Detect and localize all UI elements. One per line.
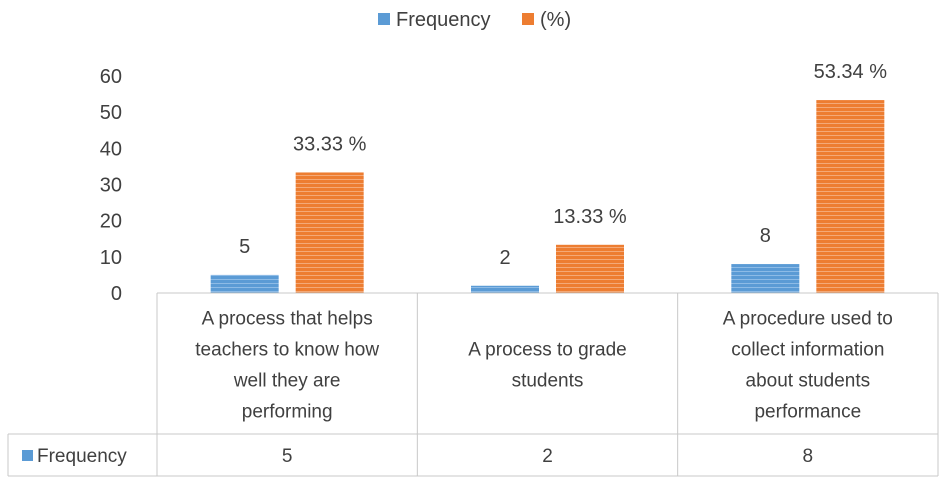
table-value: 2: [542, 446, 553, 467]
y-tick-label: 60: [100, 66, 122, 88]
data-table-grid: [7, 292, 939, 477]
legend-label-frequency: Frequency: [396, 9, 491, 31]
table-value: 8: [803, 446, 814, 467]
bar-frequency: [731, 264, 800, 293]
bar-frequency: [471, 285, 539, 293]
legend-swatch-frequency: [378, 13, 390, 25]
bar-percent: [816, 100, 885, 293]
category-label: A procedure used to collect information ab…: [723, 309, 893, 423]
data-label: 33.33 %: [293, 133, 367, 155]
table-value: 5: [282, 446, 293, 467]
data-label: 2: [499, 247, 510, 269]
y-tick-label: 0: [111, 283, 122, 305]
bar-percent: [556, 244, 624, 293]
y-tick-label: 10: [100, 247, 122, 269]
table-legend-swatch: [22, 450, 33, 461]
data-labels: 5 2 8 33.33 % 13.33 % 53.34 %: [239, 61, 887, 269]
data-label: 13.33 %: [553, 206, 627, 228]
data-table-row: Frequency: [22, 446, 127, 467]
bars: [210, 100, 885, 293]
legend-swatch-percent: [522, 13, 534, 25]
y-tick-label: 40: [100, 138, 122, 160]
category-label: A process that helps teachers to know how…: [195, 309, 379, 423]
y-tick-label: 30: [100, 175, 122, 197]
data-label: 53.34 %: [814, 61, 888, 83]
y-tick-label: 50: [100, 102, 122, 124]
data-label: 5: [239, 236, 250, 258]
table-series-label: Frequency: [37, 446, 127, 467]
data-table-values: 5 2 8: [282, 446, 813, 467]
data-label: 8: [760, 225, 771, 247]
bar-frequency: [210, 274, 279, 293]
y-tick-label: 20: [100, 211, 122, 233]
y-axis: 0 10 20 30 40 50 60: [100, 66, 122, 305]
legend-label-percent: (%): [540, 9, 571, 31]
bar-percent: [295, 172, 364, 293]
category-label: A process to grade students: [468, 340, 626, 392]
category-labels: A process that helps teachers to know how…: [195, 309, 893, 423]
legend: Frequency (%): [378, 9, 571, 31]
